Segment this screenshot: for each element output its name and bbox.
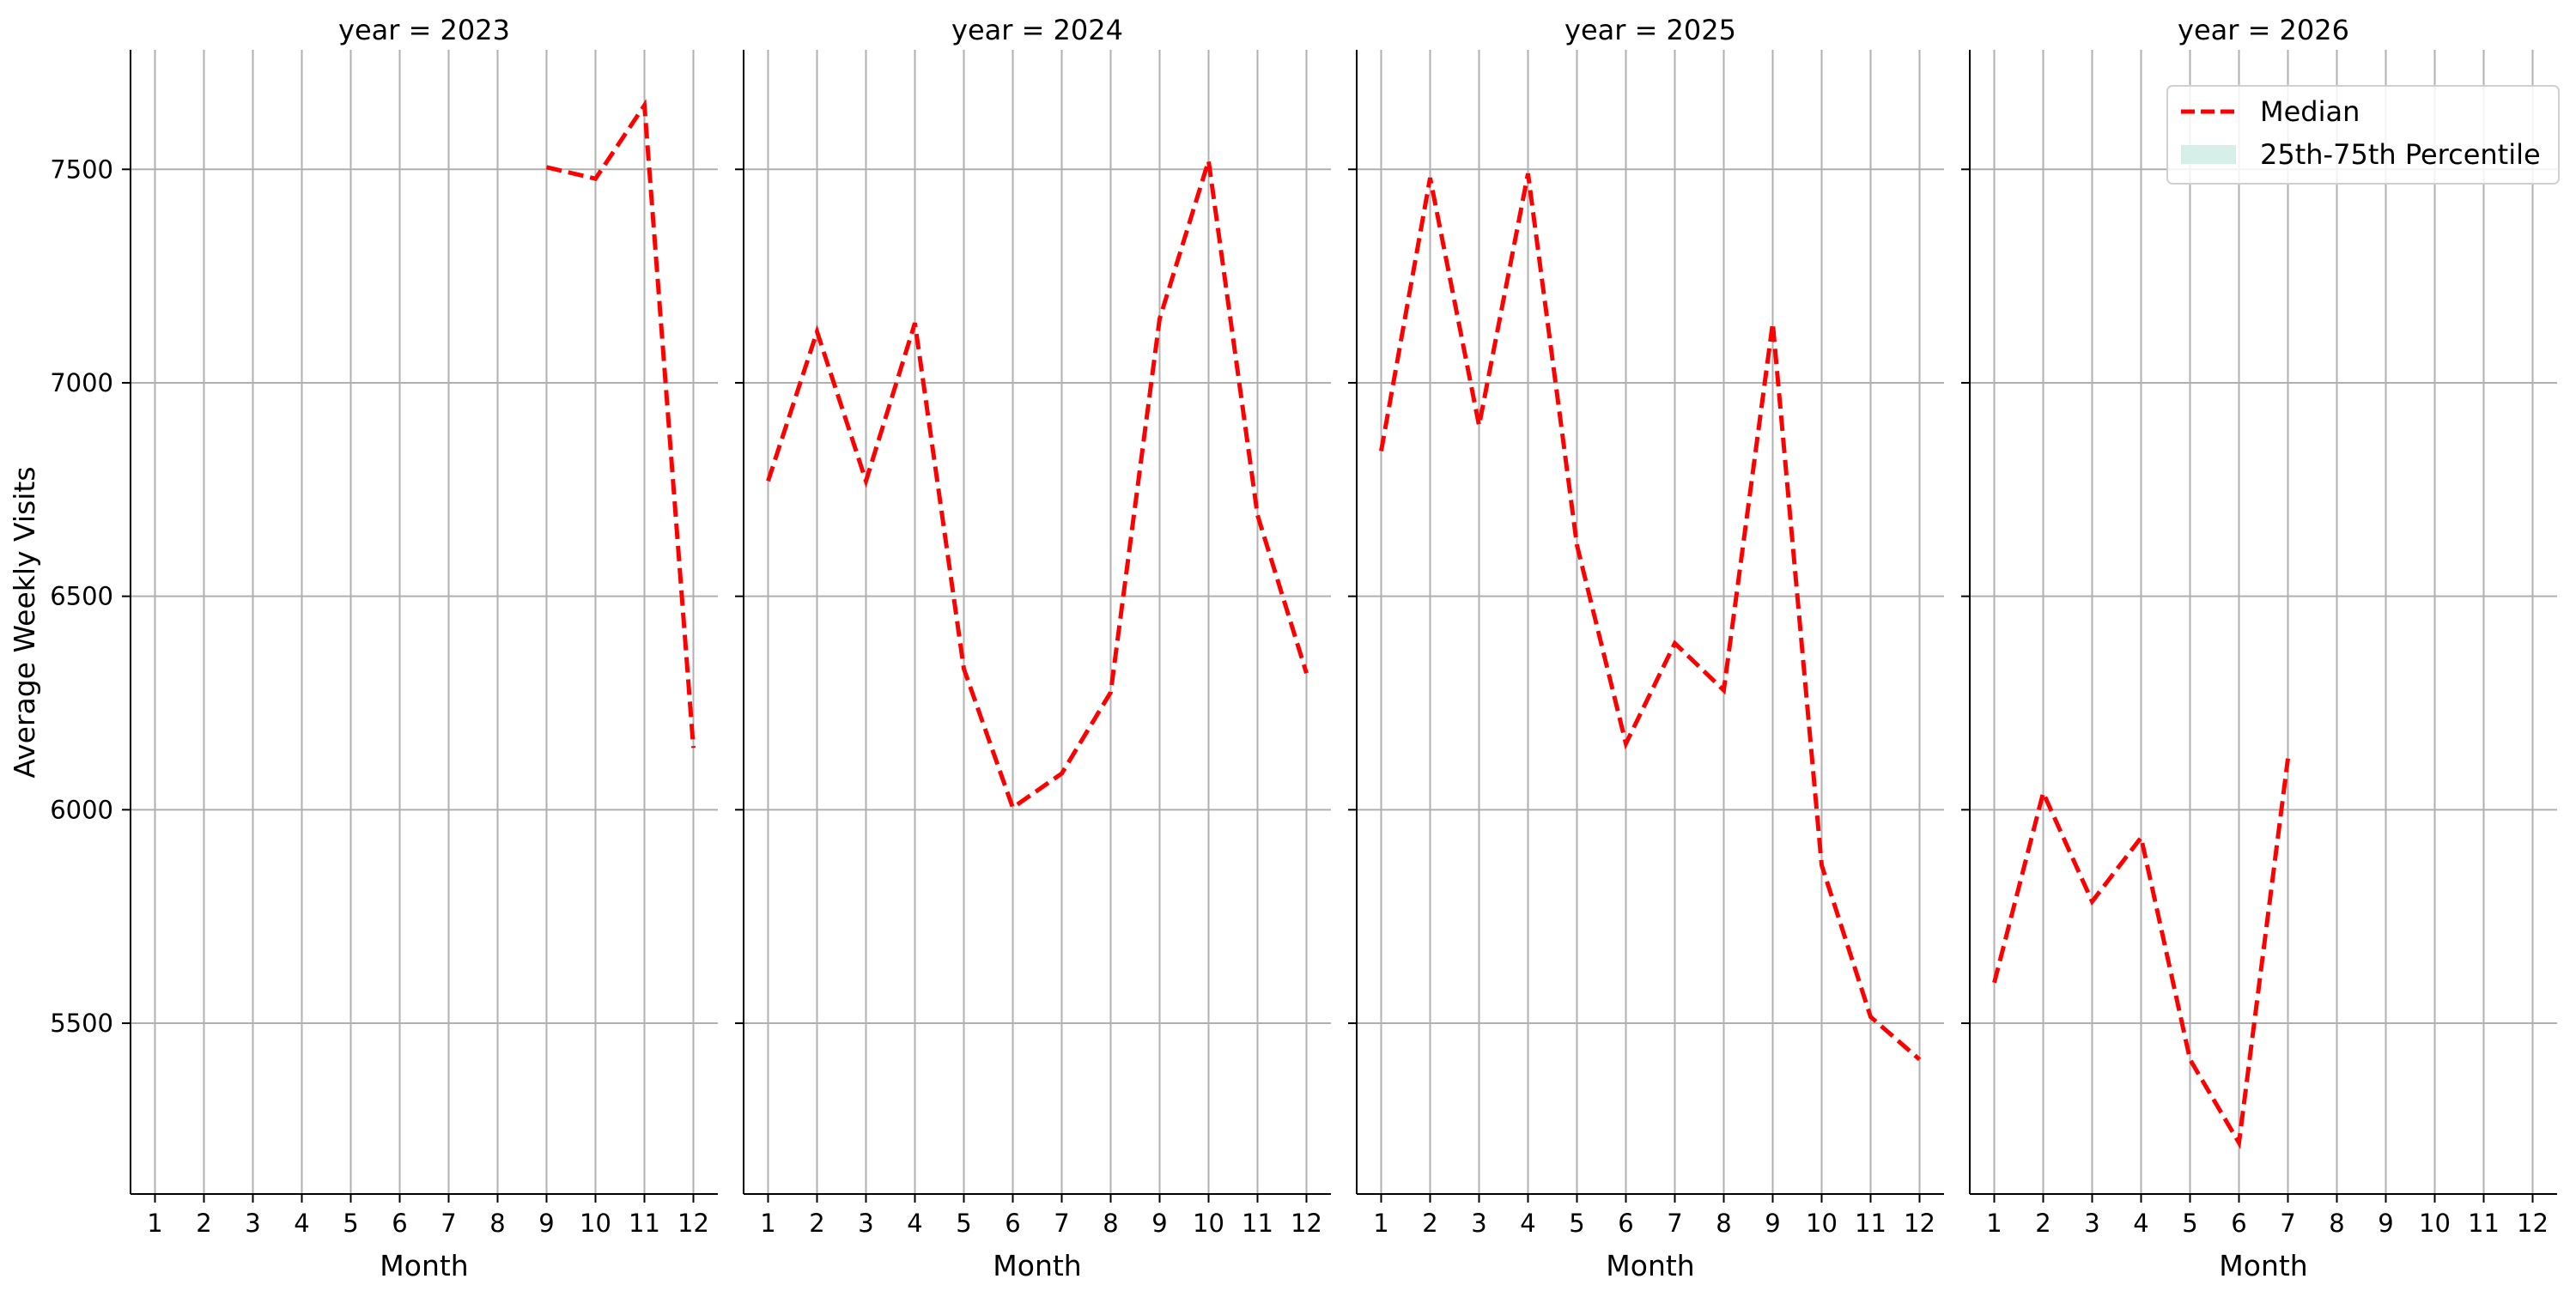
legend-percentile-swatch [2181,145,2236,164]
x-tick-label: 6 [1005,1209,1020,1238]
x-tick-label: 3 [858,1209,873,1238]
x-axis-label: Month [993,1249,1081,1282]
x-tick-label: 7 [1667,1209,1682,1238]
x-tick-label: 9 [1151,1209,1167,1238]
x-tick-label: 4 [2133,1209,2148,1238]
x-tick-label: 9 [538,1209,554,1238]
x-tick-label: 1 [760,1209,775,1238]
x-tick-label: 10 [580,1209,611,1238]
median-series-line [1382,173,1920,1059]
x-axis-label: Month [2219,1249,2307,1282]
panel-title: year = 2026 [2178,14,2349,46]
y-tick-label: 7500 [50,155,113,184]
y-tick-label: 6000 [50,795,113,824]
x-tick-label: 4 [1520,1209,1535,1238]
x-tick-label: 6 [1618,1209,1633,1238]
x-tick-label: 5 [1569,1209,1584,1238]
x-tick-label: 8 [1716,1209,1731,1238]
x-tick-label: 12 [677,1209,709,1238]
median-series-line [547,106,694,749]
x-tick-label: 8 [489,1209,505,1238]
y-tick-label: 5500 [50,1009,113,1038]
x-tick-label: 12 [1291,1209,1322,1238]
x-tick-label: 11 [2468,1209,2500,1238]
x-tick-label: 11 [1855,1209,1886,1238]
x-tick-label: 9 [1765,1209,1780,1238]
x-tick-label: 3 [245,1209,260,1238]
legend-entry-label: Median [2260,95,2360,128]
x-tick-label: 1 [147,1209,162,1238]
x-tick-label: 7 [1054,1209,1069,1238]
x-tick-label: 6 [2231,1209,2246,1238]
y-tick-label: 7000 [50,368,113,397]
legend-entry-label: 25th-75th Percentile [2260,138,2541,171]
x-tick-label: 7 [2280,1209,2295,1238]
y-tick-label: 6500 [50,582,113,611]
legend: Median 25th-75th Percentile [2167,86,2559,184]
x-tick-label: 10 [2419,1209,2451,1238]
y-axis-label: Average Weekly Visits [8,466,41,778]
x-tick-label: 1 [1986,1209,2002,1238]
x-tick-label: 11 [1242,1209,1273,1238]
x-tick-label: 4 [907,1209,922,1238]
x-tick-label: 6 [392,1209,407,1238]
x-tick-label: 5 [956,1209,971,1238]
x-tick-label: 3 [2084,1209,2099,1238]
x-tick-label: 5 [343,1209,358,1238]
panel-title: year = 2023 [338,14,510,46]
x-tick-label: 7 [440,1209,456,1238]
x-tick-label: 1 [1373,1209,1388,1238]
x-tick-label: 4 [294,1209,309,1238]
x-tick-label: 10 [1193,1209,1224,1238]
x-tick-label: 12 [1904,1209,1935,1238]
panel-title: year = 2025 [1564,14,1736,46]
x-tick-label: 10 [1806,1209,1838,1238]
median-series-line [769,161,1307,808]
x-tick-label: 2 [2035,1209,2050,1238]
x-tick-label: 2 [1422,1209,1437,1238]
x-tick-label: 9 [2378,1209,2393,1238]
x-tick-label: 12 [2517,1209,2549,1238]
x-axis-label: Month [1606,1249,1694,1282]
x-tick-label: 2 [809,1209,824,1238]
x-axis-label: Month [380,1249,468,1282]
x-tick-label: 2 [196,1209,211,1238]
x-tick-label: 3 [1471,1209,1486,1238]
panel-title: year = 2024 [951,14,1123,46]
x-tick-label: 8 [2329,1209,2344,1238]
x-tick-label: 11 [629,1209,660,1238]
x-tick-label: 8 [1103,1209,1118,1238]
x-tick-label: 5 [2182,1209,2197,1238]
